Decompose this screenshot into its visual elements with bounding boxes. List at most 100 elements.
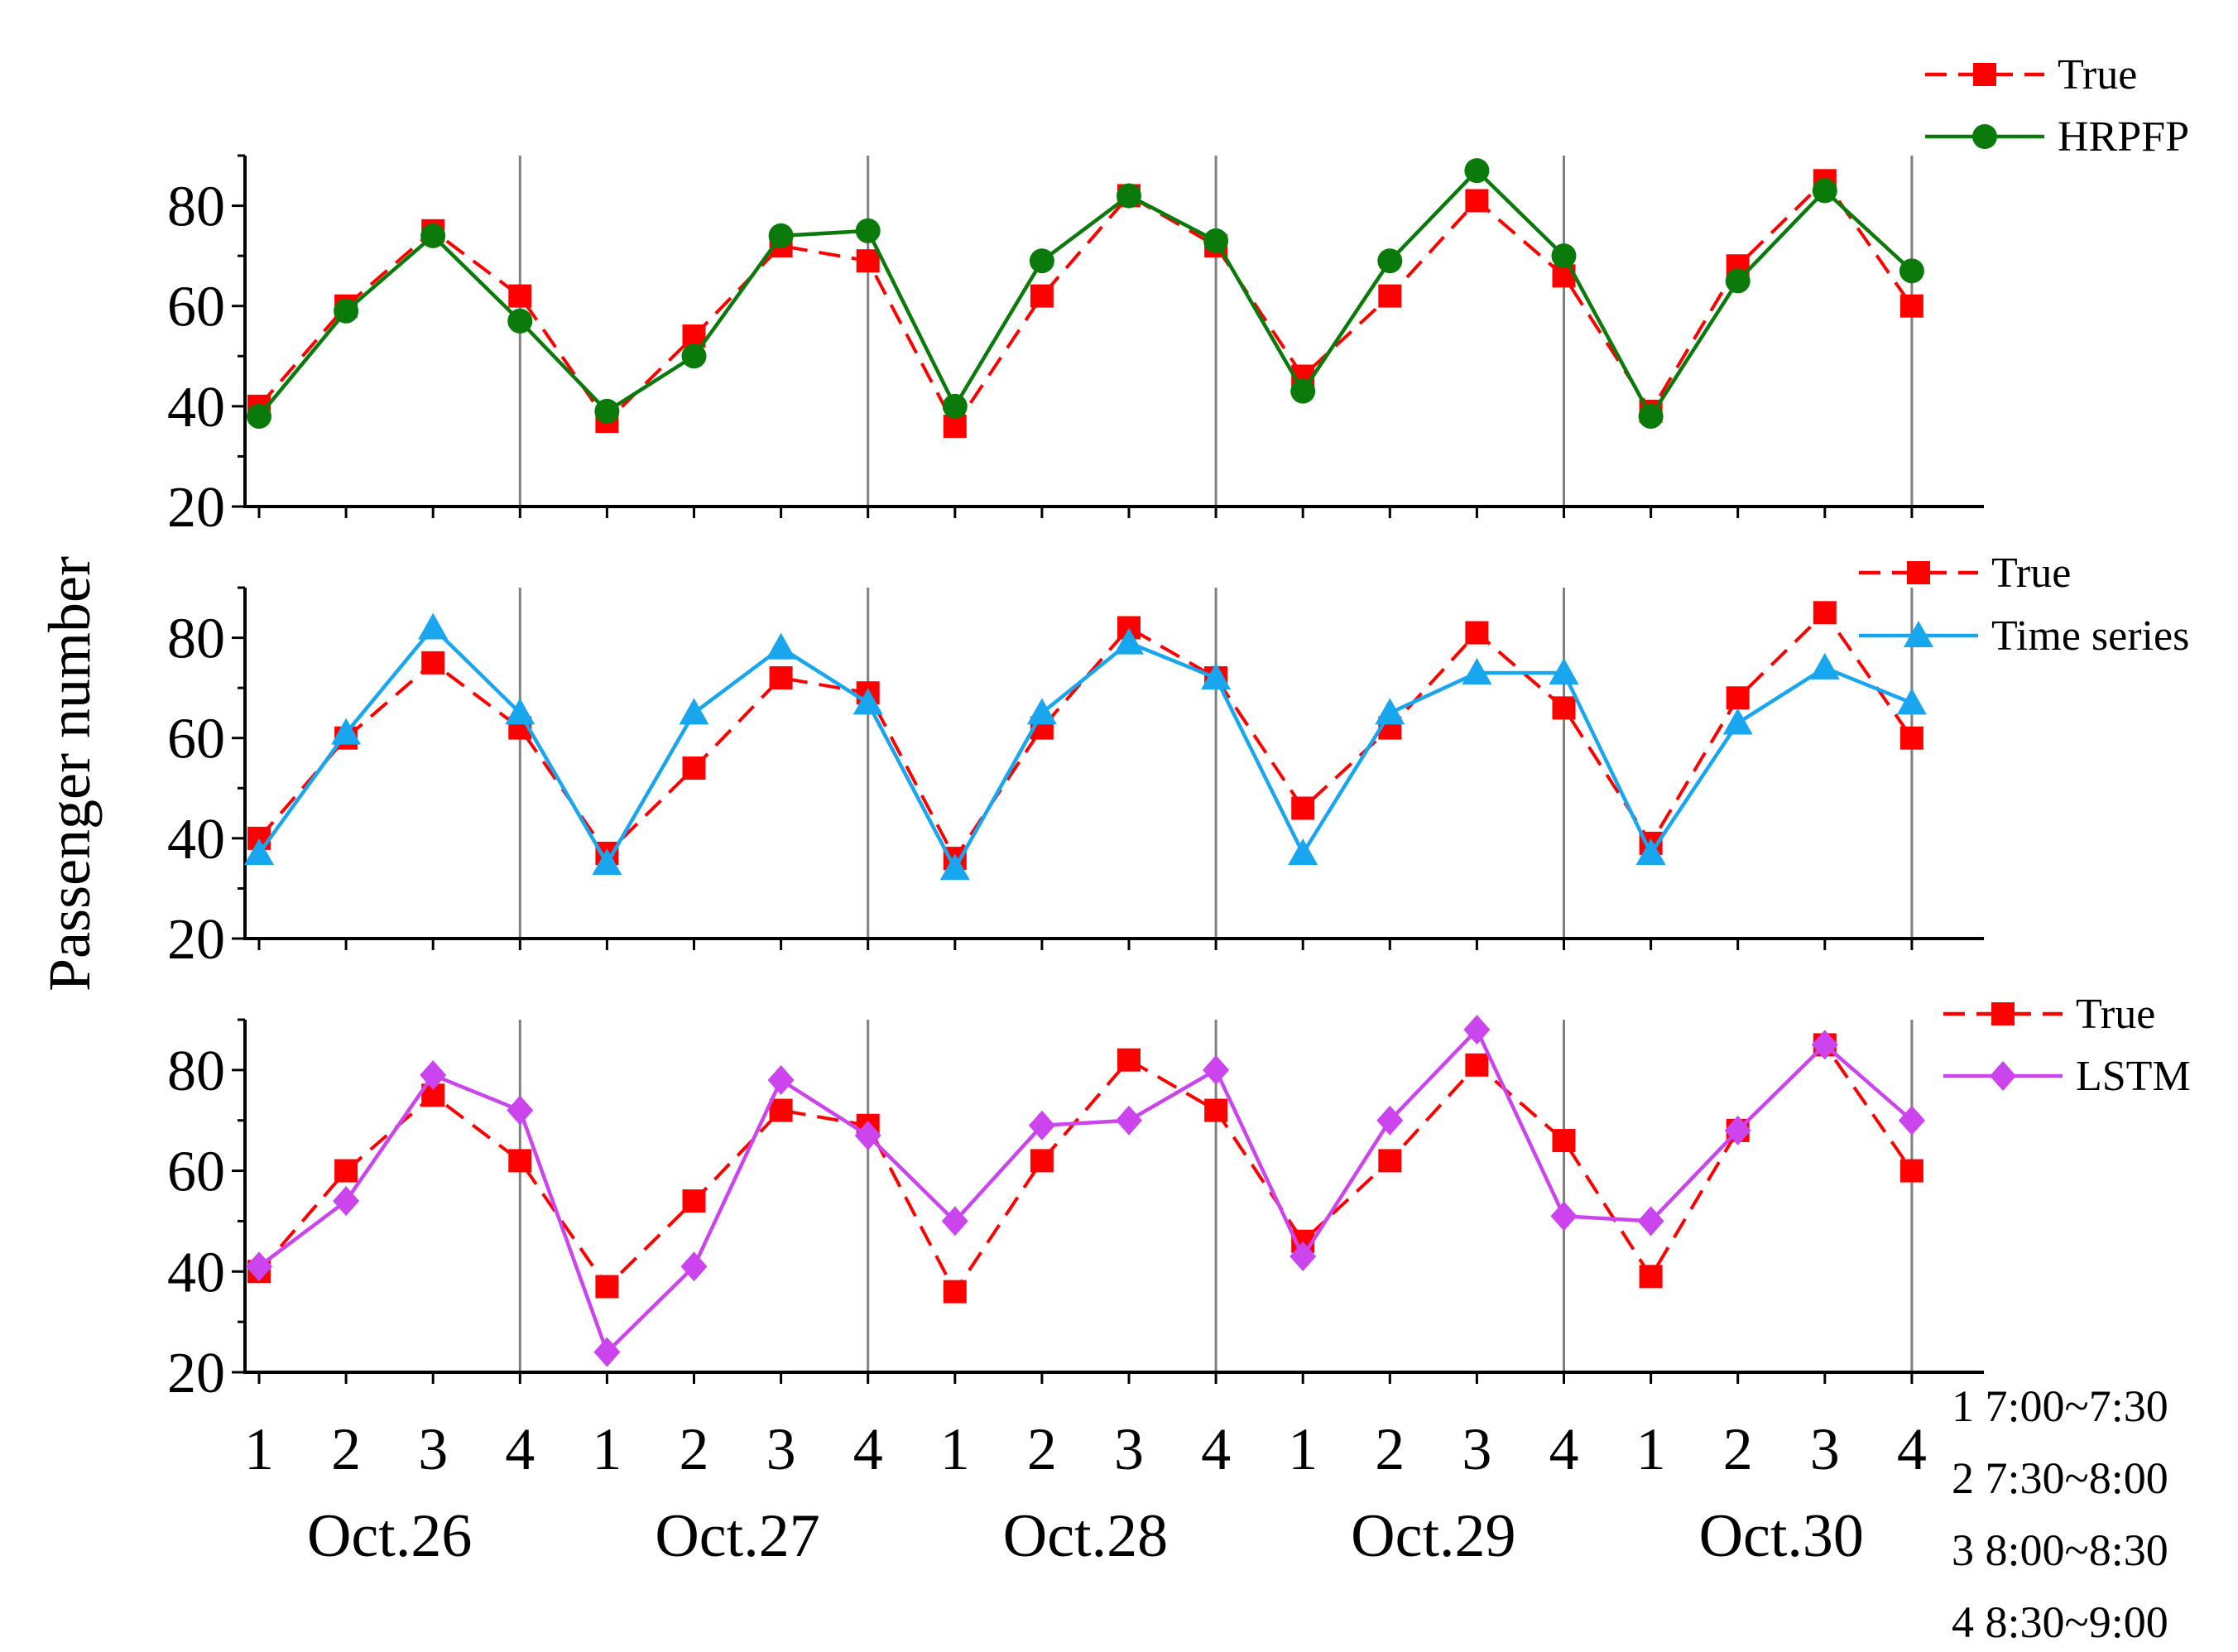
data-point xyxy=(1899,726,1923,750)
series-hrpfp xyxy=(247,158,1924,429)
data-point xyxy=(942,393,968,419)
data-point xyxy=(418,612,449,640)
data-point xyxy=(769,666,793,690)
x-tick-label: 4 xyxy=(1897,1416,1927,1482)
time-slot-key: 1 7:00~7:30 2 7:30~8:00 3 8:00~8:30 4 8:30~… xyxy=(1952,1381,2168,1647)
legend-label: Time series xyxy=(1991,612,2189,660)
x-tick-label: 3 xyxy=(766,1416,796,1482)
data-point xyxy=(1813,601,1837,625)
series-line xyxy=(257,626,1913,871)
data-point xyxy=(1029,248,1054,274)
legend-bottom: True LSTM xyxy=(1943,991,2191,1100)
legend-marker xyxy=(1990,1061,2016,1091)
data-point xyxy=(331,718,362,745)
data-point xyxy=(854,1120,881,1150)
data-point xyxy=(1635,838,1666,866)
legend-label: HRPFP xyxy=(2058,113,2189,161)
data-point xyxy=(1726,686,1750,710)
data-point xyxy=(1724,1115,1751,1145)
series-line xyxy=(257,611,1914,861)
data-point xyxy=(1290,378,1316,404)
data-point xyxy=(1896,688,1927,715)
data-point xyxy=(1812,178,1837,204)
x-tick-label: 3 xyxy=(1810,1416,1840,1482)
data-point xyxy=(1288,838,1318,866)
series-time-series xyxy=(244,612,1927,881)
panel-top: 20 40 60 80 True HRPFP xyxy=(167,51,2189,540)
legend-marker xyxy=(1972,124,1997,149)
data-point xyxy=(855,218,881,243)
data-point xyxy=(1378,284,1402,308)
x-tick-label: 3 xyxy=(418,1416,448,1482)
y-tick-label: 60 xyxy=(167,708,225,771)
x-tick-label: 2 xyxy=(1027,1416,1057,1482)
data-point xyxy=(247,403,271,429)
y-tick-label: 20 xyxy=(167,908,225,972)
data-point xyxy=(768,223,794,248)
x-tick-label: 1 xyxy=(940,1416,970,1482)
data-point xyxy=(1462,657,1492,684)
data-point xyxy=(1203,1054,1230,1085)
y-tick-label: 20 xyxy=(167,1342,225,1405)
y-tick-label: 40 xyxy=(167,1241,225,1304)
data-point xyxy=(1722,708,1753,735)
series-true xyxy=(247,1033,1923,1304)
y-tick-label: 40 xyxy=(167,376,225,439)
panel-middle: 20 40 60 80 True Time series xyxy=(167,550,2189,972)
data-point xyxy=(1375,698,1405,725)
legend-label: True xyxy=(1991,550,2071,597)
x-tick-label: 2 xyxy=(680,1416,709,1482)
data-point xyxy=(334,1159,358,1183)
legend-label: LSTM xyxy=(2076,1053,2191,1100)
series-line xyxy=(257,168,1914,419)
panels: 20 40 60 80 True HRPFP 20 40 60 80 True Time series… xyxy=(167,51,2191,1405)
data-point xyxy=(246,1251,272,1282)
data-point xyxy=(508,1149,532,1173)
data-point xyxy=(595,1275,619,1299)
slot-key-entry: 4 8:30~9:00 xyxy=(1952,1597,2168,1647)
x-tick-label: 2 xyxy=(331,1416,361,1482)
data-point xyxy=(592,848,622,876)
data-point xyxy=(1030,1149,1054,1173)
data-point xyxy=(507,1095,534,1126)
series-line xyxy=(257,1027,1914,1354)
data-point xyxy=(1465,1053,1489,1077)
data-point xyxy=(1204,1098,1228,1122)
y-tick-label: 40 xyxy=(167,808,225,872)
data-point xyxy=(1549,657,1579,684)
x-tick-label: 1 xyxy=(244,1416,274,1482)
data-point xyxy=(1117,183,1141,209)
data-point xyxy=(1899,294,1923,318)
data-point xyxy=(1463,1015,1491,1045)
y-tick-label: 80 xyxy=(167,175,225,239)
data-point xyxy=(1637,1206,1664,1237)
x-tick-label: 4 xyxy=(1201,1416,1231,1482)
day-label: Oct.28 xyxy=(1003,1502,1168,1570)
x-tick-label: 1 xyxy=(592,1416,622,1482)
data-point xyxy=(1203,228,1229,253)
slot-key-entry: 2 7:30~8:00 xyxy=(1952,1453,2168,1503)
legend-label: True xyxy=(2058,51,2137,98)
data-point xyxy=(1899,258,1924,284)
data-point xyxy=(333,1186,360,1217)
x-tick-label: 4 xyxy=(505,1416,535,1482)
x-tick-label: 1 xyxy=(1288,1416,1318,1482)
data-point xyxy=(767,1065,795,1096)
legend-middle: True Time series xyxy=(1859,550,2189,660)
series-lstm xyxy=(246,1015,1925,1367)
y-tick-label: 60 xyxy=(167,276,225,339)
data-point xyxy=(679,698,709,725)
slot-key-entry: 1 7:00~7:30 xyxy=(1952,1381,2168,1431)
data-point xyxy=(1465,189,1489,213)
y-tick-label: 80 xyxy=(167,607,225,671)
data-point xyxy=(939,853,970,881)
data-point xyxy=(420,1059,447,1090)
data-point xyxy=(1378,1149,1402,1173)
data-point xyxy=(594,398,620,424)
data-point xyxy=(420,223,446,248)
legend-marker xyxy=(1907,561,1930,584)
legend-marker xyxy=(1904,621,1933,647)
data-point xyxy=(244,838,274,866)
data-point xyxy=(682,756,706,780)
